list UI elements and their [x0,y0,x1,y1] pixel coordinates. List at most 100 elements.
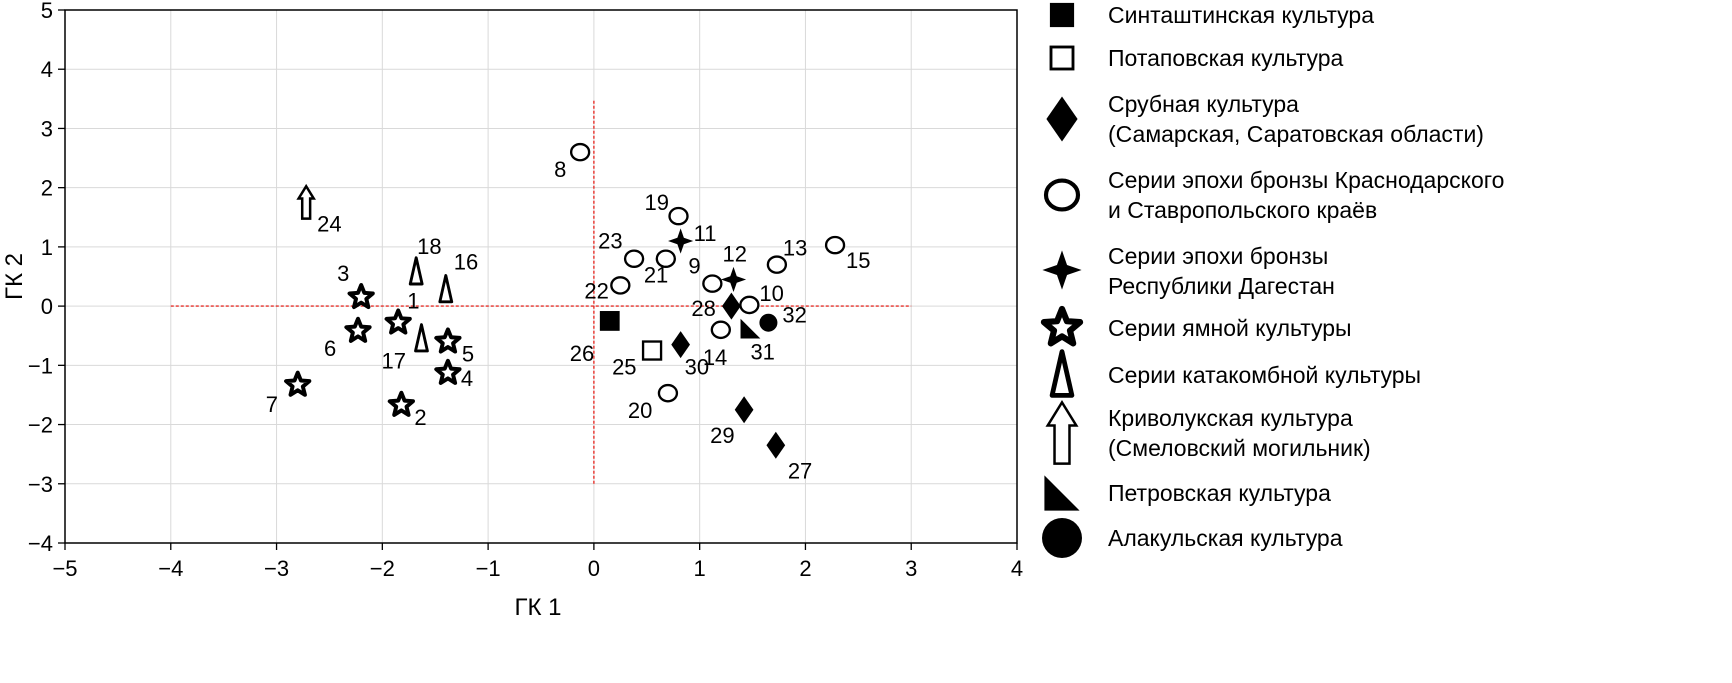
point-label: 21 [644,263,668,288]
point-label: 23 [598,229,622,254]
point-label: 32 [782,303,806,328]
point-label: 7 [266,392,278,417]
data-point [655,249,676,269]
data-point [759,313,778,332]
x-tick-label: −1 [476,556,501,581]
legend-marker [1040,305,1084,347]
x-tick-label: −3 [264,556,289,581]
point-label: 24 [317,211,341,236]
data-point [284,370,312,397]
point-label: 25 [612,355,636,380]
legend-marker [1043,178,1081,212]
point-label: 5 [462,342,474,367]
data-point [599,311,620,331]
legend-entry-label: Республики Дагестан [1108,273,1335,299]
legend-marker [1049,349,1075,398]
point-label: 9 [688,254,700,279]
legend-entry-label: Серии эпохи бронзы Краснодарского [1108,167,1504,193]
y-tick-label: −4 [28,531,53,556]
point-label: 22 [584,278,608,303]
data-point [384,308,412,335]
point-label: 12 [723,241,747,266]
data-point [720,266,747,293]
x-tick-label: −5 [52,556,77,581]
y-tick-label: −3 [28,472,53,497]
legend-marker [1042,250,1082,290]
point-label: 16 [454,250,478,275]
point-label: 8 [554,157,566,182]
y-tick-label: 5 [41,0,53,23]
y-tick-label: 1 [41,235,53,260]
point-label: 10 [759,281,783,306]
point-label: 13 [783,236,807,261]
data-point [824,235,846,255]
legend-entry-label: Серии катакомбной культуры [1108,362,1421,388]
data-point [739,295,760,315]
data-point [722,292,741,320]
data-point [766,255,788,274]
legend-entry-label: Серии эпохи бронзы [1108,243,1328,269]
point-label: 29 [710,423,734,448]
legend-entry-label: Потаповская культура [1108,45,1344,71]
legend-marker [1046,96,1078,142]
legend-marker [1044,475,1080,511]
point-label: 15 [846,248,870,273]
x-tick-label: −2 [370,556,395,581]
data-point [296,183,316,220]
data-point [641,340,663,361]
data-point [740,318,761,339]
data-point [623,249,645,269]
data-point [668,206,689,226]
grid [65,10,1017,543]
x-tick-label: 4 [1011,556,1023,581]
point-label: 30 [685,355,709,380]
point-label: 17 [381,349,405,374]
y-tick-label: −2 [28,413,53,438]
x-tick-label: −4 [158,556,183,581]
legend-marker [1045,400,1079,465]
data-point [434,327,462,354]
data-point [702,274,723,293]
data-point [408,256,424,286]
data-points [284,142,846,459]
legend-entry-label: Серии ямной культуры [1108,315,1352,341]
point-label: 14 [703,345,727,370]
data-point [344,316,372,343]
data-point [569,142,591,162]
legend-entry-label: (Смеловский могильник) [1108,435,1371,461]
data-point [734,396,754,424]
legend-entry-label: Алакульская культура [1108,525,1343,551]
data-point [668,228,694,254]
plot-frame [64,9,1018,544]
legend-entry-label: Срубная культура [1108,91,1299,117]
point-label: 28 [691,296,715,321]
point-label: 27 [788,458,812,483]
x-axis-title: ГК 1 [515,594,562,621]
point-label: 11 [694,221,717,246]
legend-entry-label: (Самарская, Саратовская области) [1108,121,1484,147]
legend-entry-label: и Ставропольского краёв [1108,197,1377,223]
data-point [766,431,786,459]
legend-entry-label: Синташтинская культура [1108,2,1374,28]
point-label: 19 [645,190,669,215]
point-label: 4 [461,366,473,391]
x-tick-label: 1 [694,556,706,581]
legend: Синташтинская культура Потаповская культу… [1040,2,1504,558]
data-point [438,274,454,304]
x-tick-label: 2 [799,556,811,581]
y-tick-label: 3 [41,116,53,141]
x-tick-label: 0 [588,556,600,581]
data-point [414,323,429,353]
point-label: 3 [337,261,349,286]
y-tick-label: 4 [41,57,53,82]
data-point [387,390,415,417]
point-label: 18 [417,234,441,259]
y-tick-label: 2 [41,176,53,201]
y-tick-label: 0 [41,294,53,319]
point-label: 20 [628,398,652,423]
legend-marker [1042,518,1082,558]
data-point [710,320,731,340]
point-label: 1 [407,289,419,314]
